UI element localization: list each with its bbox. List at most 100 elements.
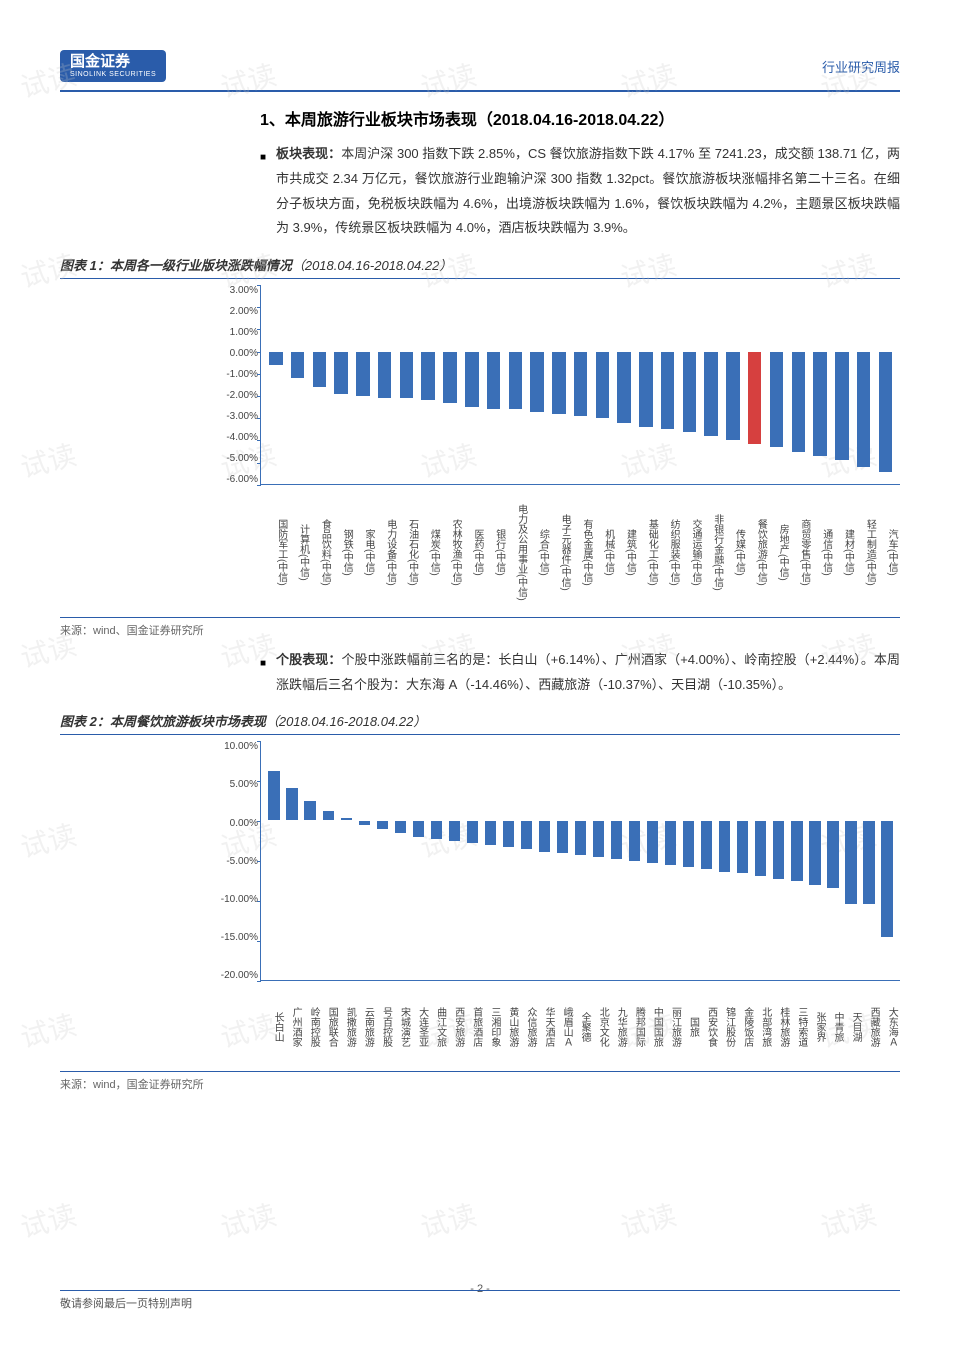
x-tick-label: 金陵饭店: [734, 981, 752, 1069]
bar: [639, 352, 652, 428]
x-tick-label: 首旅酒店: [463, 981, 481, 1069]
page-header: 国金证券 SINOLINK SECURITIES 行业研究周报: [60, 50, 900, 92]
x-tick-label: 九华旅游: [607, 981, 625, 1069]
x-tick-label: 综合(中信): [526, 485, 548, 615]
y-tick-label: 0.00%: [230, 818, 258, 829]
x-tick-label: 非银行金融(中信): [700, 485, 722, 615]
bar: [465, 352, 478, 408]
x-tick-label: 计算机(中信): [286, 485, 308, 615]
bar: [269, 352, 282, 365]
bar: [530, 352, 543, 412]
x-tick-label: 北京文化: [589, 981, 607, 1069]
x-tick-label: 基础化工(中信): [635, 485, 657, 615]
y-tick-label: -5.00%: [226, 453, 258, 464]
y-tick-label: -3.00%: [226, 411, 258, 422]
x-tick-label: 云南旅游: [354, 981, 372, 1069]
chart2: 10.00%5.00%0.00%-5.00%-10.00%-15.00%-20.…: [200, 741, 900, 1069]
x-tick-label: 腾邦国际: [625, 981, 643, 1069]
x-tick-label: 峨眉山Ａ: [553, 981, 571, 1069]
bar: [791, 821, 802, 881]
x-tick-label: 长白山: [264, 981, 282, 1069]
x-tick-label: 汽车(中信): [874, 485, 896, 615]
y-tick-label: 0.00%: [230, 348, 258, 359]
x-tick-label: 交通运输(中信): [678, 485, 700, 615]
bullet-label: 板块表现：: [276, 146, 341, 161]
bar: [503, 821, 514, 847]
x-tick-label: 中国国旅: [643, 981, 661, 1069]
x-tick-label: 广州酒家: [282, 981, 300, 1069]
y-tick-label: -4.00%: [226, 432, 258, 443]
x-tick-label: 传媒(中信): [722, 485, 744, 615]
x-tick-label: 桂林旅游: [770, 981, 788, 1069]
bar: [737, 821, 748, 873]
bar: [881, 821, 892, 937]
x-tick-label: 轻工制造(中信): [853, 485, 875, 615]
bar: [845, 821, 856, 904]
bar: [596, 352, 609, 419]
bar: [827, 821, 838, 887]
bar: [683, 352, 696, 432]
x-tick-label: 号百控股: [372, 981, 390, 1069]
x-tick-label: 餐饮旅游(中信): [744, 485, 766, 615]
x-tick-label: 西安饮食: [698, 981, 716, 1069]
x-tick-label: 建材(中信): [831, 485, 853, 615]
bar: [704, 352, 717, 436]
chart1: 3.00%2.00%1.00%0.00%-1.00%-2.00%-3.00%-4…: [200, 285, 900, 615]
y-tick-label: -2.00%: [226, 390, 258, 401]
bar: [449, 821, 460, 840]
report-type: 行业研究周报: [822, 57, 900, 76]
x-tick-label: 岭南控股: [300, 981, 318, 1069]
page-footer: 敬请参阅最后一页特别声明: [60, 1290, 900, 1311]
bar: [291, 352, 304, 379]
x-tick-label: 建筑(中信): [613, 485, 635, 615]
y-tick-label: -1.00%: [226, 369, 258, 380]
bar: [879, 352, 892, 472]
bar: [574, 352, 587, 416]
bar: [359, 821, 370, 825]
x-tick-label: 曲江文旅: [427, 981, 445, 1069]
y-tick-label: 3.00%: [230, 285, 258, 296]
x-tick-label: 纺织服装(中信): [656, 485, 678, 615]
x-tick-label: 房地产(中信): [765, 485, 787, 615]
y-tick-label: 5.00%: [230, 779, 258, 790]
x-tick-label: 丽江旅游: [661, 981, 679, 1069]
y-tick-label: 10.00%: [224, 741, 258, 752]
x-tick-label: 家电(中信): [351, 485, 373, 615]
y-tick-label: -15.00%: [221, 932, 258, 943]
x-tick-label: 医药(中信): [460, 485, 482, 615]
x-tick-label: 中青旅: [824, 981, 842, 1069]
bar: [400, 352, 413, 399]
bar: [863, 821, 874, 904]
section-title: 1、本周旅游行业板块市场表现（2018.04.16-2018.04.22）: [260, 106, 900, 130]
bar: [665, 821, 676, 865]
x-tick-label: 商贸零售(中信): [787, 485, 809, 615]
x-tick-label: 张家界: [806, 981, 824, 1069]
x-tick-label: 锦江股份: [716, 981, 734, 1069]
bar: [304, 801, 315, 821]
x-tick-label: 众信旅游: [517, 981, 535, 1069]
bar: [286, 788, 297, 820]
bar: [413, 821, 424, 836]
x-tick-label: 食品饮料(中信): [308, 485, 330, 615]
bar: [431, 821, 442, 839]
bar: [792, 352, 805, 452]
bar: [629, 821, 640, 861]
bullet-icon: ■: [260, 142, 266, 241]
bar: [748, 352, 761, 445]
bar: [661, 352, 674, 430]
x-tick-label: 三湘印象: [481, 981, 499, 1069]
x-tick-label: 大东海Ａ: [878, 981, 896, 1069]
x-tick-label: 黄山旅游: [499, 981, 517, 1069]
bar: [552, 352, 565, 414]
x-tick-label: 国旅联合: [318, 981, 336, 1069]
bar: [813, 352, 826, 456]
bar: [485, 821, 496, 845]
bar: [647, 821, 658, 863]
y-tick-label: -20.00%: [221, 970, 258, 981]
x-tick-label: 有色金属(中信): [569, 485, 591, 615]
bar: [467, 821, 478, 843]
x-tick-label: 电力及公用事业(中信): [504, 485, 526, 615]
stock-performance-bullet: ■ 个股表现：个股中涨跌幅前三名的是：长白山（+6.14%）、广州酒家（+4.0…: [260, 648, 900, 697]
x-tick-label: 农林牧渔(中信): [438, 485, 460, 615]
x-tick-label: 煤炭(中信): [417, 485, 439, 615]
